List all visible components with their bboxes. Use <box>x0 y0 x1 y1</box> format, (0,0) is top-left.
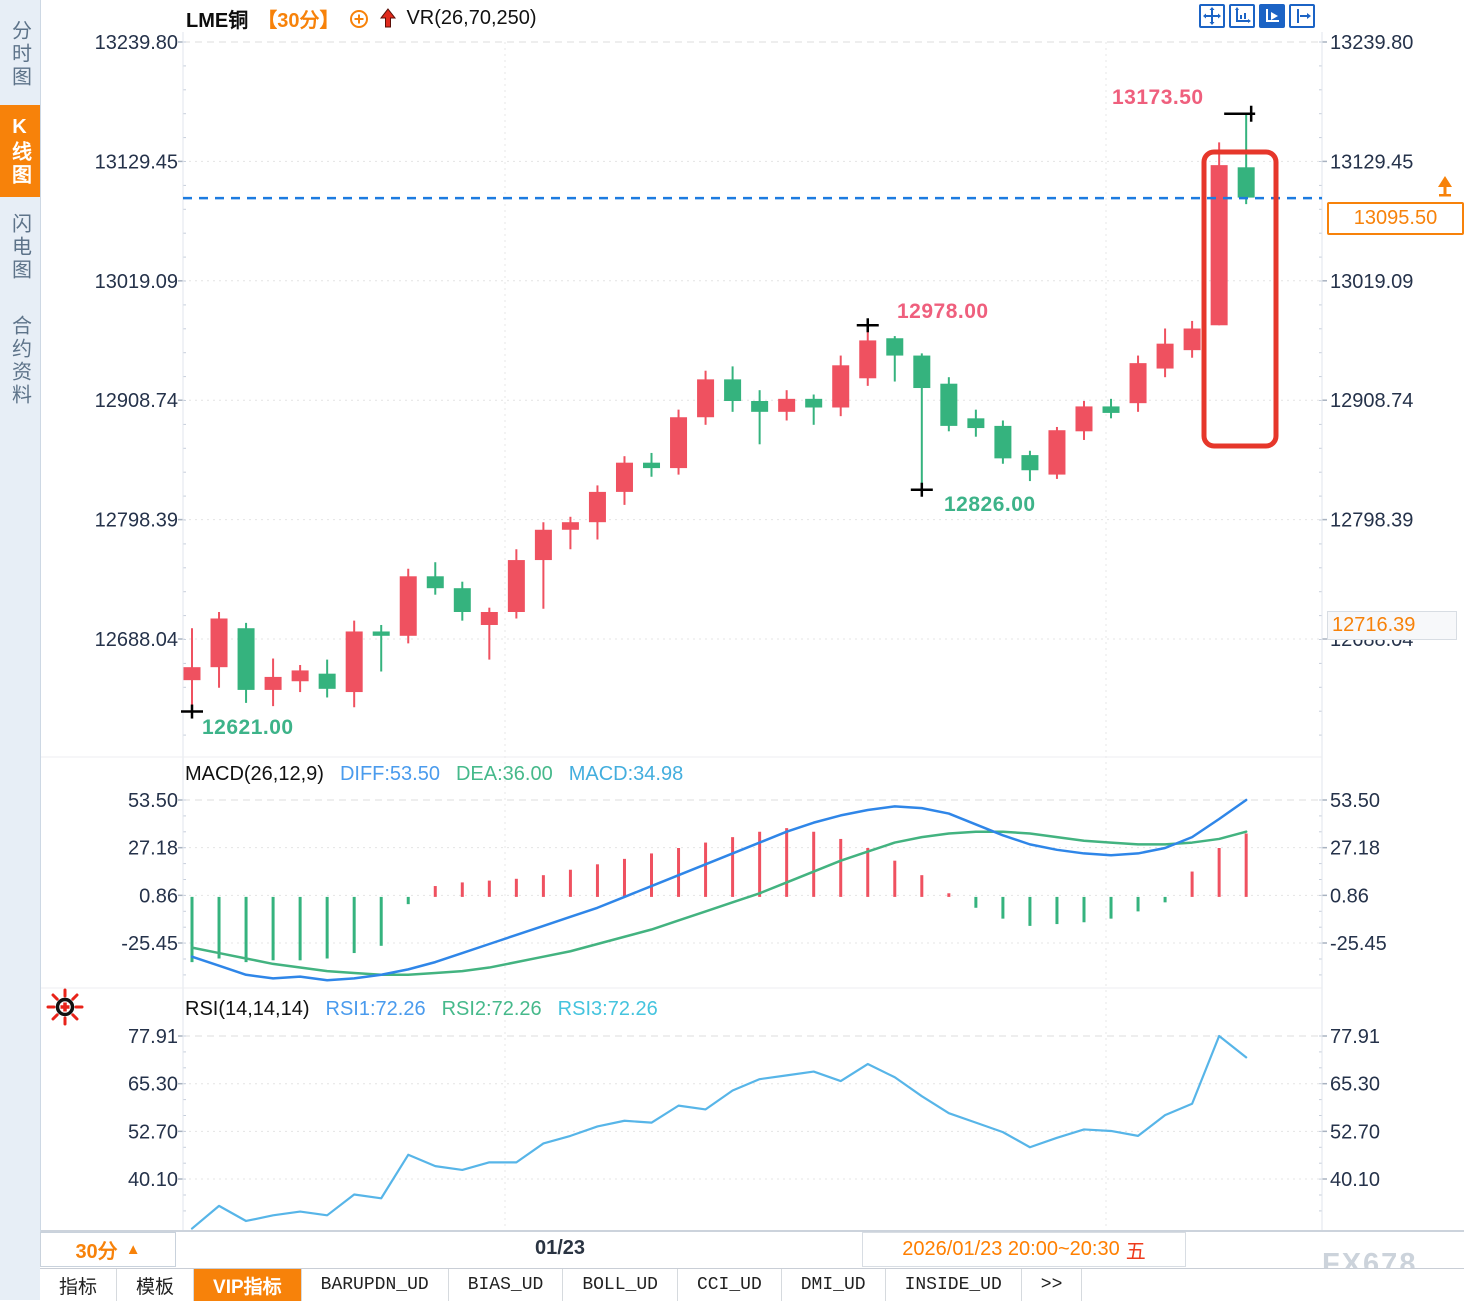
zoom-axes-icon[interactable] <box>1229 4 1255 28</box>
svg-text:52.70: 52.70 <box>128 1121 178 1143</box>
svg-text:0.86: 0.86 <box>139 885 178 907</box>
rsi1-value: RSI1:72.26 <box>325 998 426 1020</box>
trough-price-label: 12826.00 <box>944 493 1036 516</box>
reference-price-tag: 12716.39 <box>1327 611 1457 640</box>
macd-dea-value: DEA:36.00 <box>455 763 553 785</box>
date-axis-label: 01/23 <box>534 1237 586 1259</box>
svg-text:12798.39: 12798.39 <box>95 510 178 532</box>
tab-cci-ud[interactable]: CCI_UD <box>678 1269 782 1301</box>
tab-bias-ud[interactable]: BIAS_UD <box>449 1269 564 1301</box>
svg-text:40.10: 40.10 <box>128 1169 178 1191</box>
circle-plus-icon[interactable] <box>348 8 370 30</box>
sidebar-item-kline-chart[interactable]: K线图 <box>0 105 40 197</box>
svg-text:12908.74: 12908.74 <box>1330 390 1413 412</box>
svg-text:13239.80: 13239.80 <box>1330 32 1413 54</box>
timeline-bar: 30分 ▲ 01/23 2026/01/23 20:00~20:30 五 <box>40 1232 1464 1269</box>
svg-text:65.30: 65.30 <box>1330 1074 1380 1096</box>
svg-text:12688.04: 12688.04 <box>95 629 178 651</box>
rsi2-value: RSI2:72.26 <box>441 998 542 1020</box>
macd-legend: MACD(26,12,9) DIFF:53.50 DEA:36.00 MACD:… <box>185 763 683 786</box>
macd-macd-value: MACD:34.98 <box>568 763 684 785</box>
svg-text:0.86: 0.86 <box>1330 885 1369 907</box>
indicator-tab-bar: 指标 模板 VIP指标 BARUPDN_UD BIAS_UD BOLL_UD C… <box>40 1268 1464 1301</box>
rsi3-value: RSI3:72.26 <box>557 998 658 1020</box>
interval-value: 30分 <box>75 1241 118 1263</box>
interval-arrow-icon: ▲ <box>125 1241 141 1258</box>
svg-text:-25.45: -25.45 <box>121 933 178 955</box>
left-sidebar: 分时图 K线图 闪电图 合约资料 <box>0 0 41 1300</box>
sidebar-item-flash-chart[interactable]: 闪电图 <box>0 201 40 293</box>
axes-play-icon[interactable] <box>1259 4 1285 28</box>
tab-barupdn-ud[interactable]: BARUPDN_UD <box>302 1269 449 1301</box>
high-price-label: 13173.50 <box>1112 86 1204 109</box>
svg-text:13019.09: 13019.09 <box>1330 271 1413 293</box>
tab-templates[interactable]: 模板 <box>117 1269 195 1301</box>
svg-text:27.18: 27.18 <box>128 838 178 860</box>
red-up-arrow-icon <box>379 7 397 31</box>
session-tooltip: 2026/01/23 20:00~20:30 五 <box>862 1232 1186 1267</box>
session-weekday: 五 <box>1125 1241 1146 1263</box>
svg-text:13129.45: 13129.45 <box>95 151 178 173</box>
shift-right-icon[interactable] <box>1289 4 1315 28</box>
vr-indicator-label: VR(26,70,250) <box>406 7 537 29</box>
chart-header: LME铜 【30分】 VR(26,70,250) <box>186 4 537 33</box>
macd-diff-value: DIFF:53.50 <box>339 763 440 785</box>
svg-text:52.70: 52.70 <box>1330 1121 1380 1143</box>
sidebar-item-time-chart[interactable]: 分时图 <box>0 6 40 102</box>
tab-dmi-ud[interactable]: DMI_UD <box>782 1269 886 1301</box>
tab-vip-indicators[interactable]: VIP指标 <box>194 1269 302 1301</box>
svg-text:13019.09: 13019.09 <box>95 271 178 293</box>
session-range: 2026/01/23 20:00~20:30 <box>902 1238 1120 1260</box>
svg-text:77.91: 77.91 <box>128 1026 178 1048</box>
svg-text:-25.45: -25.45 <box>1330 933 1387 955</box>
svg-text:12798.39: 12798.39 <box>1330 510 1413 532</box>
svg-text:27.18: 27.18 <box>1330 838 1380 860</box>
svg-text:53.50: 53.50 <box>1330 790 1380 812</box>
chart-toolbar <box>1199 4 1315 28</box>
tab-indicators[interactable]: 指标 <box>40 1269 118 1301</box>
interval-label: 【30分】 <box>257 10 340 32</box>
hot-indicator-icon[interactable] <box>44 986 86 1033</box>
rsi-params-label: RSI(14,14,14) <box>185 998 310 1020</box>
sidebar-item-contract-info[interactable]: 合约资料 <box>0 297 40 425</box>
low-price-label: 12621.00 <box>202 716 294 739</box>
move-cross-icon[interactable] <box>1199 4 1225 28</box>
svg-text:12908.74: 12908.74 <box>95 390 178 412</box>
rsi-legend: RSI(14,14,14) RSI1:72.26 RSI2:72.26 RSI3… <box>185 998 658 1021</box>
macd-params-label: MACD(26,12,9) <box>185 763 324 785</box>
peak-price-label: 12978.00 <box>897 300 989 323</box>
tab-inside-ud[interactable]: INSIDE_UD <box>886 1269 1022 1301</box>
current-price-tag: 13095.50 <box>1327 202 1464 235</box>
svg-text:13239.80: 13239.80 <box>95 32 178 54</box>
svg-text:13129.45: 13129.45 <box>1330 151 1413 173</box>
svg-text:40.10: 40.10 <box>1330 1169 1380 1191</box>
symbol-title: LME铜 <box>186 10 249 32</box>
svg-text:77.91: 77.91 <box>1330 1026 1380 1048</box>
svg-text:65.30: 65.30 <box>128 1074 178 1096</box>
tab-boll-ud[interactable]: BOLL_UD <box>563 1269 678 1301</box>
interval-selector[interactable]: 30分 ▲ <box>40 1232 176 1267</box>
svg-text:53.50: 53.50 <box>128 790 178 812</box>
tab-more[interactable]: >> <box>1022 1269 1083 1301</box>
